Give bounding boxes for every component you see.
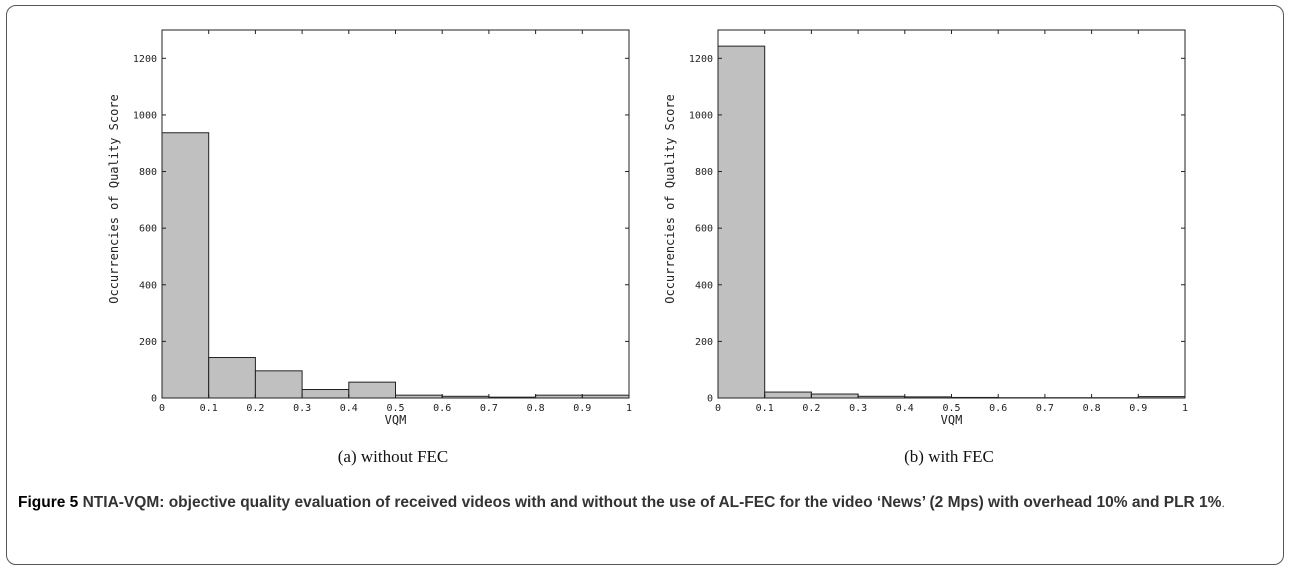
y-tick-label: 1200 [133,54,157,65]
x-tick-label: 0.6 [433,403,451,414]
figure-caption: Figure 5 NTIA-VQM: objective quality eva… [18,490,1268,516]
x-tick-label: 0.9 [573,403,591,414]
y-tick-label: 1000 [133,110,157,121]
x-tick-label: 0.5 [942,403,960,414]
x-tick-label: 0.3 [293,403,311,414]
figure-frame [6,5,1284,565]
y-tick-label: 200 [139,337,157,348]
x-tick-label: 0.7 [1036,403,1054,414]
x-tick-label: 0.6 [989,403,1007,414]
y-axis-label: Occurrencies of Quality Score [107,94,121,304]
x-axis-label: VQM [941,413,963,427]
y-tick-label: 400 [139,280,157,291]
y-tick-label: 1000 [689,110,713,121]
x-tick-label: 0.3 [849,403,867,414]
y-axis-label: Occurrencies of Quality Score [663,94,677,304]
caption-tail: . [1221,496,1225,510]
x-tick-label: 0.7 [480,403,498,414]
y-tick-label: 1200 [689,54,713,65]
subcaption-with-fec: (b) with FEC [904,447,994,466]
y-tick-label: 200 [695,337,713,348]
histogram-without-fec: 0 0.1 0.2 0.3 0.4 0.5 0.6 0.7 0.8 0.9 1 0 200 400 600 8… [107,29,632,427]
x-tick-label: 1 [1182,403,1188,414]
subcaption-without-fec: (a) without FEC [337,447,449,466]
x-tick-label: 0.4 [340,403,358,414]
x-tick-label: 1 [626,403,632,414]
x-tick-label: 0.2 [802,403,820,414]
histogram-bar [717,45,766,399]
plot-frame [717,29,1186,399]
x-tick-label: 0 [715,403,721,414]
histogram-bar [348,381,397,399]
y-tick-label: 600 [139,224,157,235]
histogram-bar [301,389,350,399]
x-tick-label: 0.5 [386,403,404,414]
x-tick-label: 0.8 [527,403,545,414]
y-tick-label: 800 [139,167,157,178]
histogram-bar [254,370,303,399]
y-tick-label: 400 [695,280,713,291]
y-tick-label: 0 [151,394,157,405]
figure-number: Figure 5 [18,494,79,511]
y-tick-label: 0 [707,394,713,405]
y-tick-label: 800 [695,167,713,178]
x-tick-label: 0.1 [756,403,774,414]
histogram-bar [208,357,256,399]
x-axis-label: VQM [385,413,407,427]
histogram-bar [810,393,859,399]
histogram-bar [161,132,210,399]
x-tick-label: 0 [159,403,165,414]
x-tick-label: 0.2 [246,403,264,414]
x-tick-label: 0.1 [200,403,218,414]
plot-frame [161,29,630,399]
caption-text: NTIA-VQM: objective quality evaluation o… [82,494,1222,511]
y-tick-label: 600 [695,224,713,235]
x-tick-label: 0.8 [1083,403,1101,414]
histogram-with-fec: 0 0.1 0.2 0.3 0.4 0.5 0.6 0.7 0.8 0.9 1 0 200 400 600 8… [663,29,1188,427]
x-tick-label: 0.9 [1129,403,1147,414]
histogram-bar [764,391,812,399]
x-tick-label: 0.4 [896,403,914,414]
